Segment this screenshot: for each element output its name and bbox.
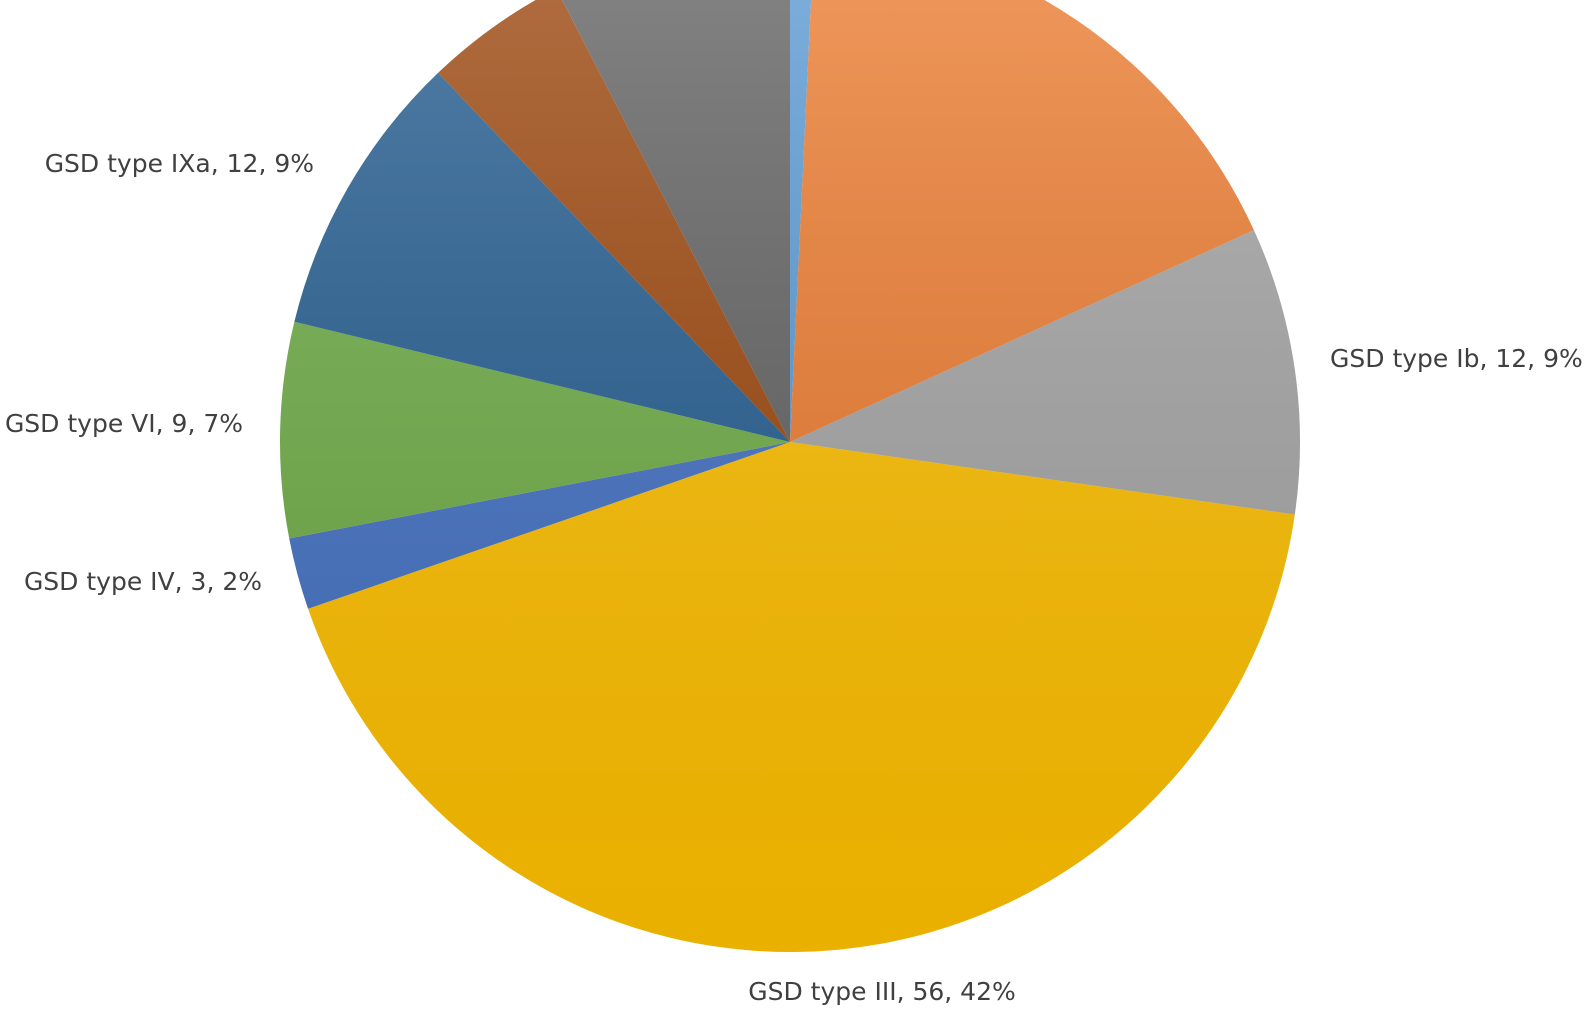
pie-data-labels: GSD type Ib, 12, 9% GSD type III, 56, 42%…: [5, 149, 1583, 1006]
data-label-5: GSD type VI, 9, 7%: [5, 409, 243, 438]
data-label-6: GSD type IXa, 12, 9%: [45, 149, 314, 178]
data-label-2: GSD type Ib, 12, 9%: [1330, 344, 1583, 373]
pie-slices: [280, 0, 1301, 952]
data-label-3: GSD type III, 56, 42%: [748, 977, 1016, 1006]
data-label-4: GSD type IV, 3, 2%: [24, 567, 262, 596]
